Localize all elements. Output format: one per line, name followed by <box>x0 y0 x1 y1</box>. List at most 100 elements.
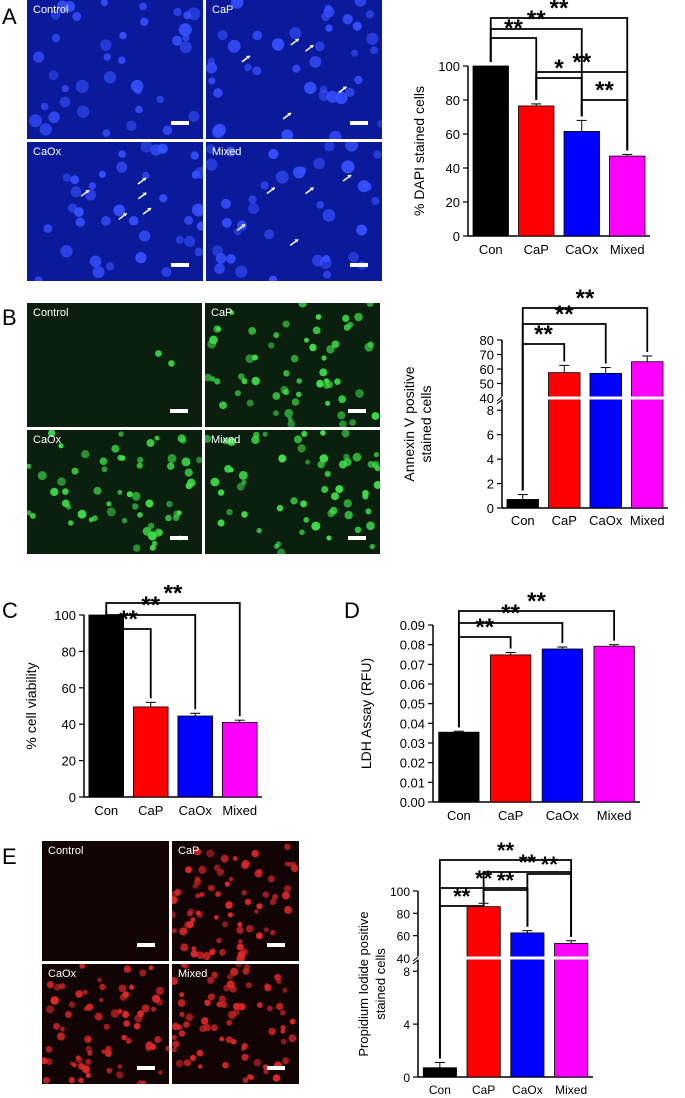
arrow-head <box>309 187 314 191</box>
cell-nucleus <box>85 1072 91 1078</box>
cell-nucleus <box>283 885 292 893</box>
cell-nucleus <box>197 1064 203 1069</box>
cell-nucleus <box>296 378 302 384</box>
cell-nucleus <box>317 460 325 469</box>
cell-nucleus <box>338 395 347 404</box>
chart-propidium: 0 4 840 60 80 100 Propidium Iodide positive sta… <box>356 838 593 1097</box>
bar-caox <box>541 648 583 803</box>
cell-nucleus <box>294 435 302 444</box>
cell-nucleus <box>230 967 239 976</box>
cell-nucleus <box>343 458 352 467</box>
cell-nucleus <box>179 927 188 936</box>
cell-nucleus <box>116 161 128 173</box>
cell-nucleus <box>288 1034 297 1043</box>
cell-nucleus <box>339 420 347 427</box>
cell-nucleus <box>68 1076 75 1084</box>
significance-stars: ** <box>475 614 494 641</box>
significance-bracket <box>105 611 197 710</box>
cell-nucleus <box>372 460 380 468</box>
cell-nucleus <box>141 1004 150 1013</box>
cell-nucleus <box>354 75 363 85</box>
cell-nucleus <box>172 1047 177 1053</box>
cell-nucleus <box>345 87 355 98</box>
x-tick-label: Con <box>429 1083 451 1097</box>
cell-nucleus <box>37 471 47 481</box>
cell-nucleus <box>100 0 108 7</box>
cell-nucleus <box>274 973 281 981</box>
y-tick-label: 0 <box>453 229 460 244</box>
cell-nucleus <box>262 891 269 898</box>
cell-nucleus <box>69 1061 75 1066</box>
cell-nucleus <box>92 266 105 278</box>
micrograph-cells <box>34 142 203 281</box>
cell-nucleus <box>126 491 133 498</box>
significance-bracket <box>105 602 241 717</box>
scale-bar <box>348 536 366 540</box>
cell-nucleus <box>219 949 226 956</box>
x-tick-label: Con <box>479 242 503 257</box>
y-axis-label: Annexin V positive <box>401 366 417 481</box>
micrograph-caox: CaOx <box>27 430 202 554</box>
cell-nucleus <box>225 146 236 157</box>
cell-nucleus <box>304 81 317 95</box>
cell-nucleus <box>172 1034 177 1040</box>
y-tick-label: 80 <box>397 907 411 921</box>
cell-nucleus <box>326 345 335 354</box>
cell-nucleus <box>99 983 106 991</box>
y-tick-label: 60 <box>480 362 494 377</box>
chart-dapi: 0 20 40 60 80 100 % DAPI stained cells Con CaP Ca… <box>411 0 650 257</box>
cell-nucleus <box>268 275 278 281</box>
y-tick-label: 0.05 <box>400 697 425 712</box>
x-tick-label: CaP <box>552 513 577 528</box>
y-tick-label: 0 <box>69 790 76 805</box>
cell-nucleus <box>183 11 192 20</box>
cell-nucleus <box>297 444 306 453</box>
cell-nucleus <box>351 49 359 57</box>
cell-nucleus <box>238 470 248 480</box>
cell-nucleus <box>101 1049 106 1054</box>
cell-nucleus <box>279 1009 286 1016</box>
cell-nucleus <box>191 170 200 179</box>
cell-nucleus <box>268 1027 276 1036</box>
cell-nucleus <box>311 521 321 531</box>
significance-stars: ** <box>497 868 515 893</box>
axis-break <box>410 956 593 960</box>
y-tick-label: 6 <box>487 428 494 443</box>
cell-nucleus <box>214 263 225 274</box>
cell-nucleus <box>341 160 355 174</box>
scale-bar <box>350 263 368 267</box>
y-tick-label: 20 <box>446 195 460 210</box>
cell-nucleus <box>27 510 32 516</box>
cell-nucleus <box>345 142 359 152</box>
cell-nucleus <box>64 1 76 12</box>
bar-con <box>438 731 480 803</box>
cell-nucleus <box>248 327 257 335</box>
cell-nucleus <box>56 1032 66 1041</box>
cell-nucleus <box>152 994 161 1003</box>
x-tick-label: Con <box>447 808 471 823</box>
cell-nucleus <box>200 1017 209 1025</box>
cell-nucleus <box>118 431 124 437</box>
y-tick-label: 0.01 <box>400 775 425 790</box>
cell-nucleus <box>103 71 117 84</box>
micrograph-cells <box>27 430 202 552</box>
cell-nucleus <box>245 354 254 363</box>
significance-stars: ** <box>534 321 553 348</box>
cell-nucleus <box>125 1038 132 1044</box>
cell-nucleus <box>219 401 227 410</box>
cell-nucleus <box>183 1059 191 1067</box>
cell-nucleus <box>165 514 172 522</box>
cell-nucleus <box>135 105 143 114</box>
cell-nucleus <box>366 521 375 531</box>
cell-nucleus <box>99 457 108 466</box>
cell-nucleus <box>85 1058 92 1066</box>
cell-nucleus <box>161 267 172 277</box>
cell-nucleus <box>320 430 326 436</box>
cell-nucleus <box>370 46 379 55</box>
cell-nucleus <box>180 943 189 952</box>
cell-nucleus <box>377 120 382 128</box>
cell-nucleus <box>213 864 221 871</box>
y-axis-label: % DAPI stained cells <box>411 86 427 216</box>
cell-nucleus <box>207 976 215 984</box>
cell-nucleus <box>287 420 296 427</box>
